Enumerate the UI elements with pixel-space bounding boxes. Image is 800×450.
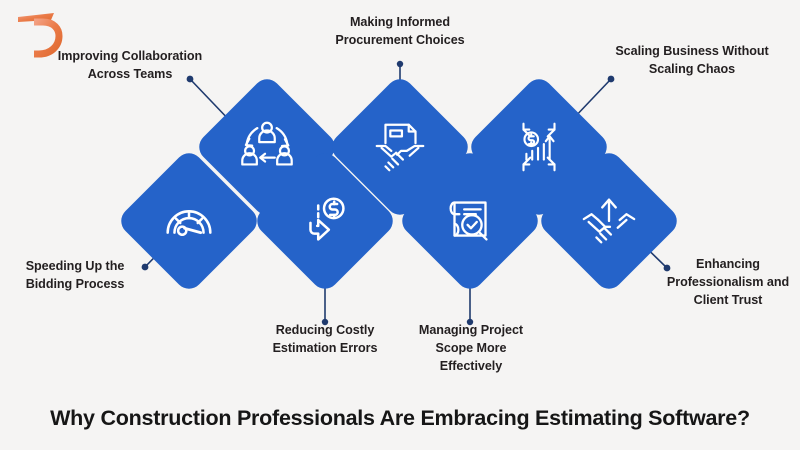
growth-chart-icon xyxy=(508,116,570,178)
label-enhancing-professionalism: Enhancing Professionalism and Client Tru… xyxy=(666,257,790,307)
node-scaling-business[interactable] xyxy=(465,73,613,221)
node-enhancing-professionalism[interactable] xyxy=(535,147,683,295)
brand-logo xyxy=(10,8,64,60)
label-improving-collaboration: Improving Collaboration Across Teams xyxy=(57,49,203,81)
td-monogram-icon xyxy=(13,13,63,58)
node-reducing-costly-errors[interactable] xyxy=(251,147,399,295)
label-informed-procurement: Making Informed Procurement Choices xyxy=(335,15,465,47)
label-speeding-up-bidding: Speeding Up the Bidding Process xyxy=(25,259,125,291)
speedometer-icon xyxy=(158,190,220,252)
label-reducing-costly-errors: Reducing Costly Estimation Errors xyxy=(272,323,378,355)
cost-down-arrow-icon xyxy=(294,190,356,252)
handshake-arrow-icon xyxy=(578,190,640,252)
label-scaling-business: Scaling Business Without Scaling Chaos xyxy=(615,44,769,76)
team-collaboration-icon xyxy=(236,116,298,178)
page-title: Why Construction Professionals Are Embra… xyxy=(50,406,750,430)
node-informed-procurement[interactable] xyxy=(326,73,474,221)
node-managing-project-scope[interactable] xyxy=(396,147,544,295)
label-managing-project-scope: Managing Project Scope More Effectively xyxy=(418,323,524,373)
handshake-document-icon xyxy=(369,116,431,178)
node-improving-collaboration[interactable] xyxy=(193,73,341,221)
blueprint-magnifier-icon xyxy=(439,190,501,252)
node-speeding-up-bidding[interactable] xyxy=(115,147,263,295)
